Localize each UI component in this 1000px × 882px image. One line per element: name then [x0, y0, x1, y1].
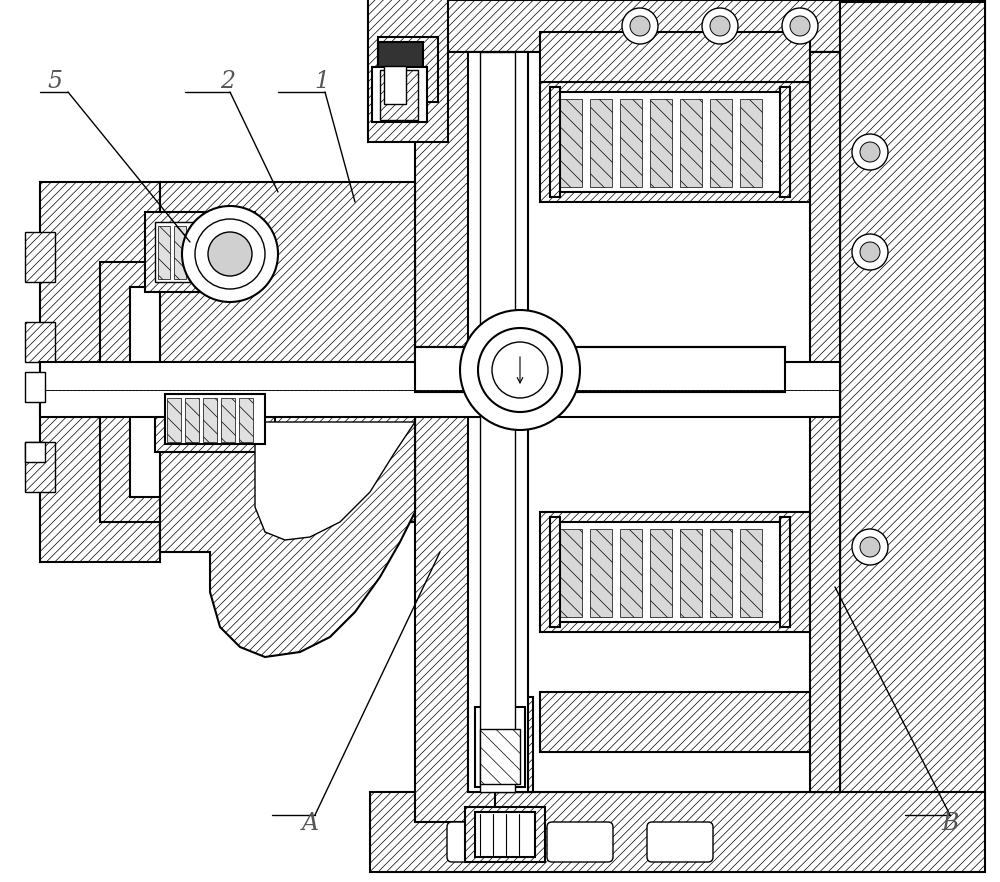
- Polygon shape: [255, 422, 415, 540]
- Bar: [25, 442, 55, 492]
- Bar: [185, 398, 199, 442]
- Bar: [174, 226, 186, 279]
- Bar: [384, 66, 406, 104]
- Bar: [590, 99, 612, 187]
- Circle shape: [478, 328, 562, 412]
- Bar: [590, 529, 612, 617]
- Circle shape: [208, 232, 252, 276]
- Circle shape: [195, 219, 265, 289]
- Circle shape: [782, 8, 818, 44]
- Bar: [130, 287, 400, 497]
- Bar: [680, 529, 702, 617]
- Bar: [158, 226, 170, 279]
- Circle shape: [622, 8, 658, 44]
- Bar: [550, 87, 560, 197]
- Bar: [465, 807, 545, 862]
- Circle shape: [710, 16, 730, 36]
- Bar: [550, 517, 560, 627]
- Bar: [620, 99, 642, 187]
- Bar: [415, 52, 495, 822]
- Polygon shape: [160, 182, 415, 657]
- Bar: [206, 226, 218, 279]
- Bar: [40, 182, 160, 562]
- Bar: [650, 529, 672, 617]
- Bar: [100, 262, 415, 522]
- Bar: [540, 512, 810, 632]
- Bar: [415, 0, 985, 52]
- Bar: [378, 37, 438, 102]
- Bar: [555, 522, 790, 622]
- Bar: [380, 70, 418, 120]
- FancyBboxPatch shape: [447, 822, 513, 862]
- Bar: [540, 692, 810, 752]
- Bar: [680, 99, 702, 187]
- Bar: [480, 52, 515, 792]
- Bar: [145, 212, 255, 292]
- Circle shape: [702, 8, 738, 44]
- FancyBboxPatch shape: [647, 822, 713, 862]
- Bar: [555, 92, 790, 192]
- Bar: [810, 52, 840, 792]
- Circle shape: [860, 537, 880, 557]
- Bar: [840, 2, 985, 822]
- Bar: [25, 322, 55, 362]
- Bar: [25, 442, 45, 462]
- Bar: [167, 398, 181, 442]
- Bar: [650, 99, 672, 187]
- Bar: [710, 529, 732, 617]
- Bar: [25, 372, 45, 402]
- Bar: [468, 52, 528, 792]
- Circle shape: [860, 242, 880, 262]
- Bar: [780, 87, 790, 197]
- Circle shape: [492, 342, 548, 398]
- Circle shape: [790, 16, 810, 36]
- Bar: [221, 398, 235, 442]
- Circle shape: [852, 234, 888, 270]
- Bar: [780, 517, 790, 627]
- Bar: [475, 812, 535, 857]
- Bar: [165, 394, 265, 444]
- Bar: [415, 347, 785, 392]
- Bar: [740, 529, 762, 617]
- Text: B: B: [941, 812, 959, 835]
- Bar: [222, 226, 234, 279]
- Circle shape: [860, 142, 880, 162]
- Bar: [372, 67, 427, 122]
- Bar: [190, 226, 202, 279]
- Bar: [540, 32, 810, 82]
- Bar: [740, 99, 762, 187]
- Circle shape: [460, 310, 580, 430]
- Circle shape: [852, 529, 888, 565]
- FancyBboxPatch shape: [547, 822, 613, 862]
- Bar: [495, 52, 840, 792]
- Text: 1: 1: [314, 71, 330, 93]
- Text: 5: 5: [48, 71, 62, 93]
- Bar: [25, 232, 55, 282]
- Bar: [368, 0, 448, 142]
- Bar: [710, 99, 732, 187]
- Circle shape: [852, 134, 888, 170]
- Bar: [560, 99, 582, 187]
- Bar: [475, 707, 525, 787]
- Bar: [239, 398, 253, 442]
- Circle shape: [182, 206, 278, 302]
- Text: A: A: [302, 812, 318, 835]
- Bar: [370, 792, 985, 872]
- Bar: [620, 529, 642, 617]
- Bar: [155, 222, 245, 282]
- Bar: [203, 398, 217, 442]
- Bar: [155, 387, 275, 452]
- Bar: [480, 729, 520, 784]
- Bar: [378, 42, 423, 72]
- Bar: [468, 697, 533, 792]
- Bar: [560, 529, 582, 617]
- Text: 2: 2: [220, 71, 236, 93]
- Bar: [40, 362, 840, 417]
- Circle shape: [630, 16, 650, 36]
- Bar: [540, 82, 810, 202]
